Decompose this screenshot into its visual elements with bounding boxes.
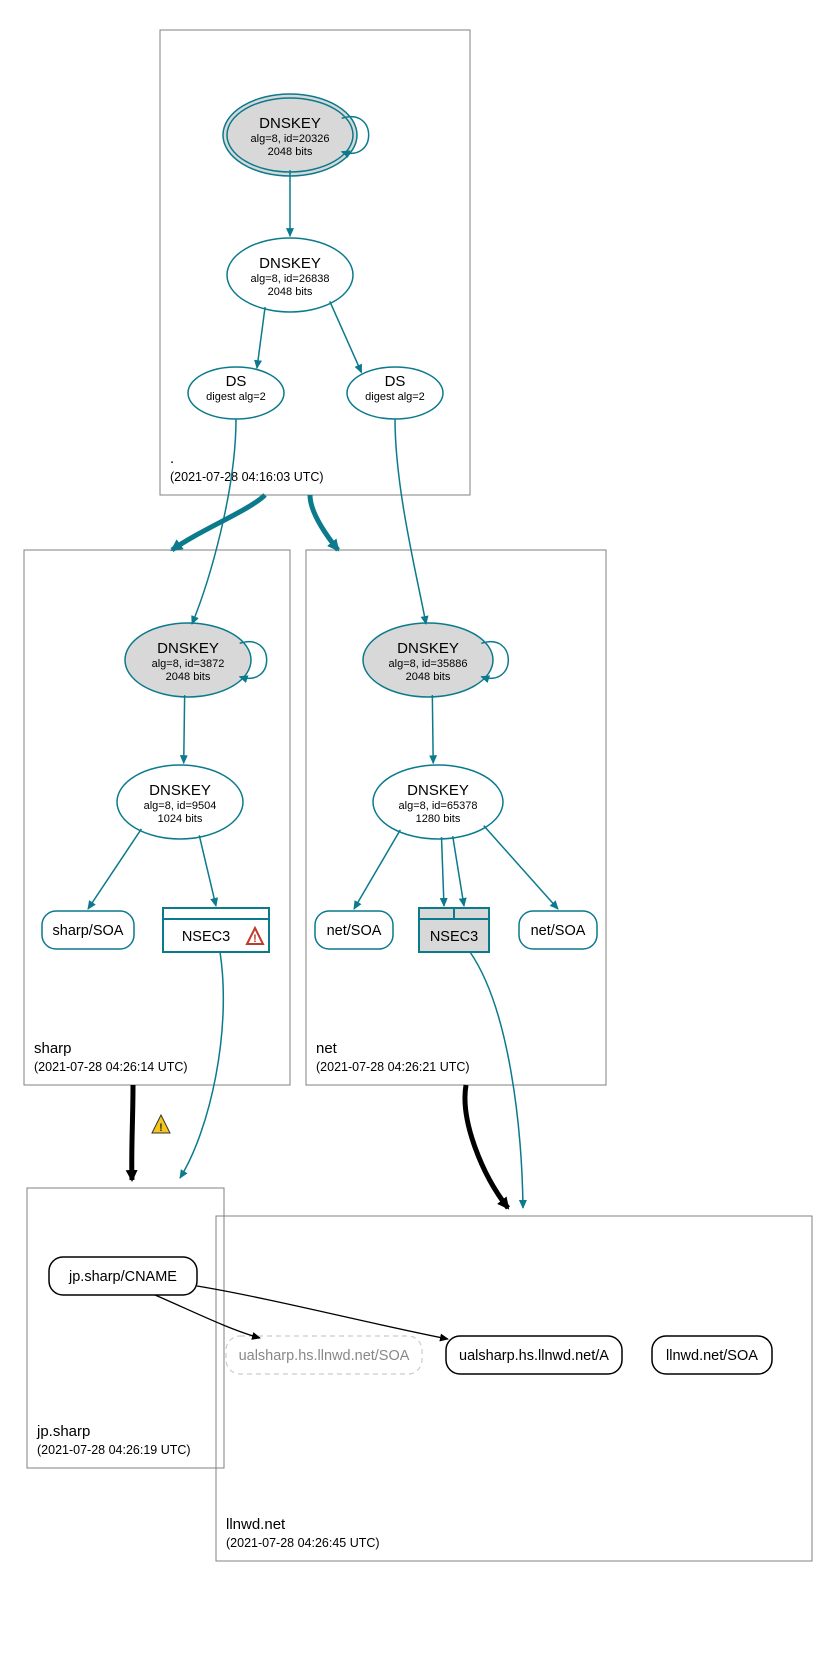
edge [453,836,464,906]
rect-label: net/SOA [531,923,586,939]
edge [470,952,523,1208]
rect-sharp_soa: sharp/SOA [42,911,134,949]
node-sub: 2048 bits [268,286,313,298]
rect-uala: ualsharp.hs.llnwd.net/A [446,1336,622,1374]
edge [199,835,216,906]
rect-net_nsec3: NSEC3 [419,908,489,952]
rect-ualsoa: ualsharp.hs.llnwd.net/SOA [226,1336,422,1374]
node-title: DS [226,373,247,390]
svg-text:!: ! [159,1122,163,1134]
rect-label: ualsharp.hs.llnwd.net/A [459,1348,609,1364]
node-dnskey_net_zsk: DNSKEYalg=8, id=653781280 bits [373,765,503,839]
zone-label: jp.sharp [36,1423,90,1440]
node-sub: 2048 bits [406,671,451,683]
zone-timestamp: (2021-07-28 04:26:21 UTC) [316,1060,470,1074]
rect-net_soa1: net/SOA [315,911,393,949]
edge-thick [132,1085,133,1180]
edge [354,830,400,909]
node-sub: 1024 bits [158,813,203,825]
edge [184,695,185,763]
node-dnskey_sharp_ksk: DNSKEYalg=8, id=38722048 bits [125,623,267,697]
node-dnskey_sharp_zsk: DNSKEYalg=8, id=95041024 bits [117,765,243,839]
node-ds_left: DSdigest alg=2 [188,367,284,419]
edge [395,419,426,624]
svg-text:!: ! [253,933,257,945]
edge [330,301,362,372]
node-sub: 1280 bits [416,813,461,825]
zone-timestamp: (2021-07-28 04:26:14 UTC) [34,1060,188,1074]
node-sub: alg=8, id=3872 [152,658,225,670]
rect-label: llnwd.net/SOA [666,1348,758,1364]
edge [197,1286,448,1339]
node-title: DS [385,373,406,390]
node-sub: 2048 bits [268,146,313,158]
dnssec-diagram: . (2021-07-28 04:16:03 UTC) sharp (2021-07-… [10,10,827,1666]
node-title: DNSKEY [157,640,219,657]
node-sub: alg=8, id=26838 [251,273,330,285]
node-sub: alg=8, id=65378 [399,800,478,812]
rect-jp_cname: jp.sharp/CNAME [49,1257,197,1295]
zone-timestamp: (2021-07-28 04:26:19 UTC) [37,1443,191,1457]
rect-label: NSEC3 [182,929,230,945]
warning-icon: ! [152,1115,170,1134]
node-sub: digest alg=2 [206,391,266,403]
rect-label: net/SOA [327,923,382,939]
edge-thick [310,495,338,550]
rect-label: NSEC3 [430,929,478,945]
node-sub: digest alg=2 [365,391,425,403]
node-sub: 2048 bits [166,671,211,683]
node-ds_right: DSdigest alg=2 [347,367,443,419]
rect-label: sharp/SOA [53,923,124,939]
zone-timestamp: (2021-07-28 04:26:45 UTC) [226,1536,380,1550]
zone-llnwd [216,1216,812,1561]
edge [88,829,141,909]
node-dnskey_root_ksk: DNSKEYalg=8, id=203262048 bits [223,94,369,176]
node-title: DNSKEY [407,782,469,799]
rect-label: ualsharp.hs.llnwd.net/SOA [239,1348,410,1364]
node-dnskey_net_ksk: DNSKEYalg=8, id=358862048 bits [363,623,508,697]
edge [441,837,444,906]
zone-timestamp: (2021-07-28 04:16:03 UTC) [170,470,324,484]
rect-label: jp.sharp/CNAME [68,1269,177,1285]
edge [484,826,558,909]
node-sub: alg=8, id=9504 [144,800,217,812]
edge-thick [465,1085,508,1208]
node-title: DNSKEY [149,782,211,799]
zone-label: net [316,1040,338,1057]
rect-llnwd_soa: llnwd.net/SOA [652,1336,772,1374]
zone-label: sharp [34,1040,72,1057]
rect-net_soa2: net/SOA [519,911,597,949]
node-title: DNSKEY [259,115,321,132]
node-sub: alg=8, id=35886 [389,658,468,670]
rect-sharp_nsec3: NSEC3! [163,908,269,952]
zone-label: llnwd.net [226,1516,286,1533]
node-title: DNSKEY [259,255,321,272]
edge [257,307,265,368]
zone-label: . [170,450,174,467]
node-title: DNSKEY [397,640,459,657]
node-dnskey_root_zsk: DNSKEYalg=8, id=268382048 bits [227,238,353,312]
edge [192,419,236,624]
edge [155,1295,260,1338]
node-sub: alg=8, id=20326 [251,133,330,145]
edge [432,695,433,763]
